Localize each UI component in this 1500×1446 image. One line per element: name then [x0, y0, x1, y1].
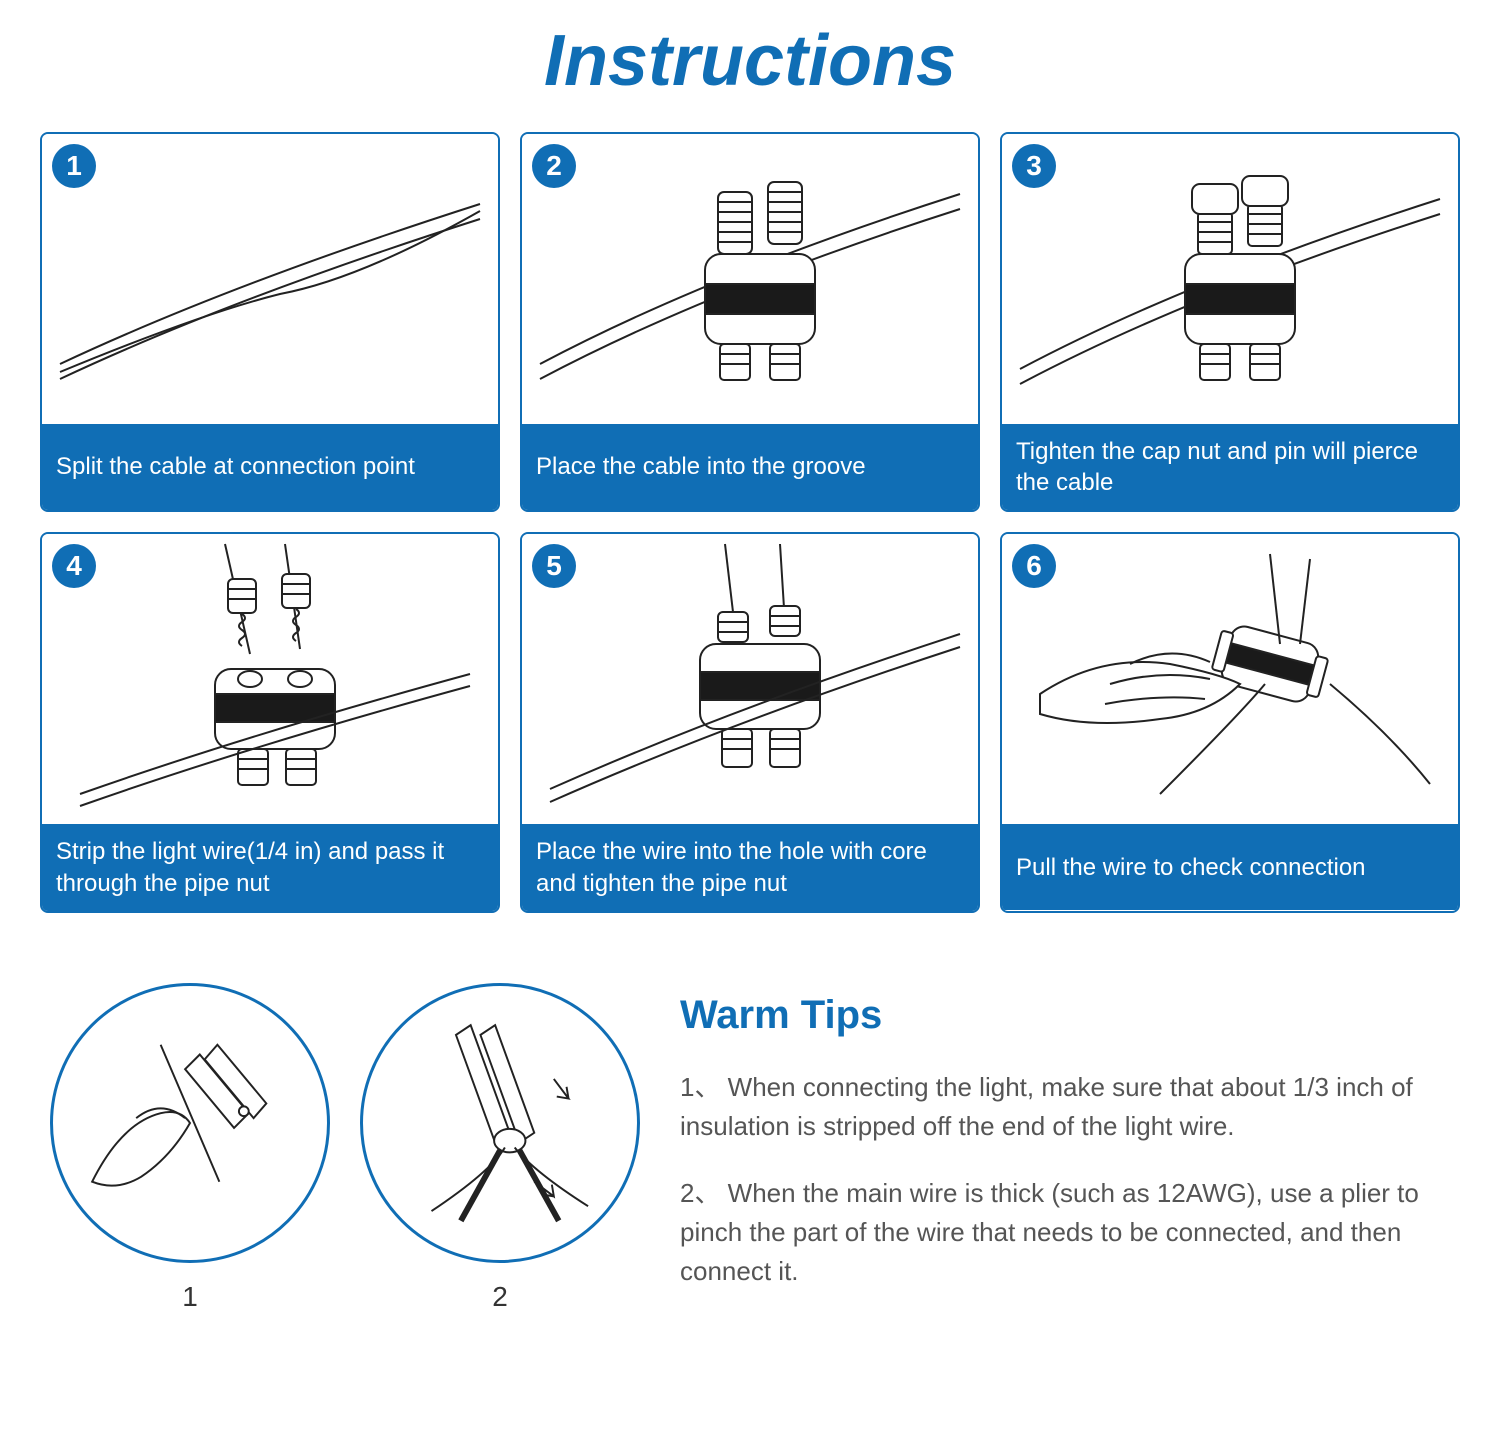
- step-card-1: 1 Split the cable at connection point: [40, 132, 500, 512]
- step-card-2: 2: [520, 132, 980, 512]
- step-card-4: 4: [40, 532, 500, 912]
- tips-heading: Warm Tips: [680, 993, 1450, 1038]
- step-badge: 1: [52, 144, 96, 188]
- steps-grid: 1 Split the cable at connection point 2: [40, 132, 1460, 913]
- tip-paragraph: 2、 When the main wire is thick (such as …: [680, 1174, 1450, 1291]
- step-caption: Place the cable into the groove: [522, 424, 978, 510]
- tip-image-label: 2: [360, 1281, 640, 1313]
- page-title: Instructions: [40, 20, 1460, 102]
- tip-image-label: 1: [50, 1281, 330, 1313]
- tips-text: Warm Tips 1、 When connecting the light, …: [680, 983, 1450, 1319]
- step-card-3: 3: [1000, 132, 1460, 512]
- tip-circle: [50, 983, 330, 1263]
- step-caption: Tighten the cap nut and pin will pierce …: [1002, 424, 1458, 510]
- step-1-diagram: 1: [42, 134, 498, 424]
- step-6-diagram: 6: [1002, 534, 1458, 824]
- tips-images: 1: [50, 983, 640, 1313]
- step-caption: Pull the wire to check connection: [1002, 824, 1458, 910]
- step-badge: 2: [532, 144, 576, 188]
- step-4-diagram: 4: [42, 534, 498, 824]
- tip-image-2: 2: [360, 983, 640, 1313]
- tip-paragraph: 1、 When connecting the light, make sure …: [680, 1068, 1450, 1146]
- step-3-diagram: 3: [1002, 134, 1458, 424]
- step-card-5: 5: [520, 532, 980, 912]
- tips-section: 1: [40, 963, 1460, 1339]
- step-5-diagram: 5: [522, 534, 978, 824]
- step-caption: Strip the light wire(1/4 in) and pass it…: [42, 824, 498, 910]
- tips-body: 1、 When connecting the light, make sure …: [680, 1068, 1450, 1291]
- tip-image-1: 1: [50, 983, 330, 1313]
- step-badge: 3: [1012, 144, 1056, 188]
- step-2-diagram: 2: [522, 134, 978, 424]
- tip-circle: [360, 983, 640, 1263]
- step-card-6: 6: [1000, 532, 1460, 912]
- step-caption: Split the cable at connection point: [42, 424, 498, 510]
- step-caption: Place the wire into the hole with core a…: [522, 824, 978, 910]
